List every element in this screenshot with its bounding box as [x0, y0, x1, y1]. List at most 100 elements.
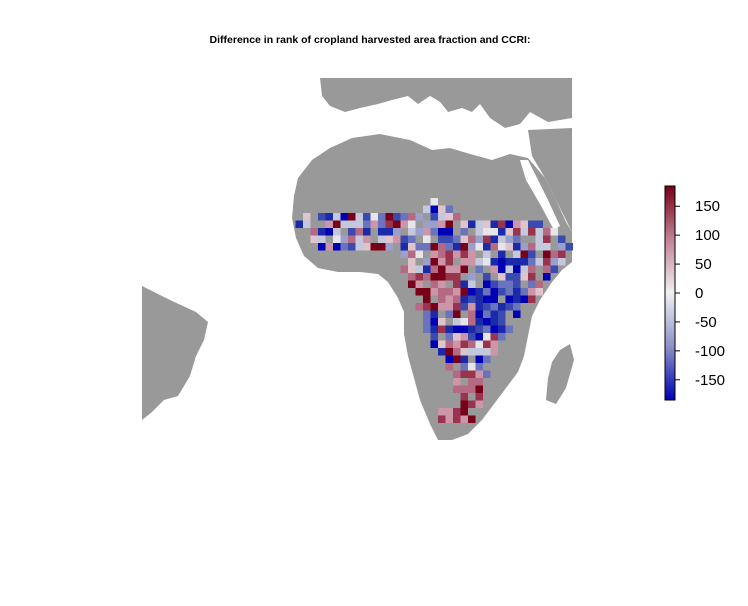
- raster-cell: [460, 408, 468, 416]
- raster-cell: [468, 415, 476, 423]
- raster-cell: [505, 288, 513, 296]
- raster-cell: [415, 228, 423, 236]
- raster-cell: [520, 228, 528, 236]
- raster-cell: [408, 243, 416, 251]
- madagascar-land: [546, 344, 574, 404]
- raster-cell: [438, 228, 446, 236]
- raster-cell: [490, 288, 498, 296]
- legend-tick-label: 0: [695, 285, 703, 302]
- raster-cell: [355, 235, 363, 243]
- raster-cell: [475, 258, 483, 266]
- legend-tick-label: 50: [695, 256, 712, 273]
- raster-cell: [498, 243, 506, 251]
- raster-cell: [513, 258, 521, 266]
- raster-cell: [468, 220, 476, 228]
- raster-cell: [310, 228, 318, 236]
- raster-cell: [475, 288, 483, 296]
- raster-cell: [318, 243, 326, 251]
- raster-cell: [475, 303, 483, 311]
- raster-cell: [468, 378, 476, 386]
- raster-cell: [513, 303, 521, 311]
- raster-cell: [453, 273, 461, 281]
- raster-cell: [498, 333, 506, 341]
- raster-cell: [348, 228, 356, 236]
- raster-cell: [423, 310, 431, 318]
- raster-cell: [475, 318, 483, 326]
- raster-cell: [325, 213, 333, 221]
- raster-cell: [505, 235, 513, 243]
- raster-cell: [468, 400, 476, 408]
- raster-cell: [475, 310, 483, 318]
- raster-cell: [438, 348, 446, 356]
- raster-cell: [483, 355, 491, 363]
- raster-cell: [475, 355, 483, 363]
- raster-cell: [520, 295, 528, 303]
- raster-cell: [430, 205, 438, 213]
- raster-cell: [445, 250, 453, 258]
- raster-cell: [393, 220, 401, 228]
- raster-cell: [430, 303, 438, 311]
- raster-cell: [408, 250, 416, 258]
- raster-cell: [453, 295, 461, 303]
- raster-cell: [415, 265, 423, 273]
- raster-cell: [415, 303, 423, 311]
- raster-cell: [475, 378, 483, 386]
- raster-cell: [430, 243, 438, 251]
- raster-cell: [498, 288, 506, 296]
- raster-cell: [483, 318, 491, 326]
- raster-cell: [460, 355, 468, 363]
- raster-cell: [468, 348, 476, 356]
- raster-cell: [370, 213, 378, 221]
- raster-cell: [453, 243, 461, 251]
- raster-cell: [355, 213, 363, 221]
- raster-cell: [453, 318, 461, 326]
- raster-cell: [483, 333, 491, 341]
- raster-cell: [483, 243, 491, 251]
- raster-cell: [468, 288, 476, 296]
- raster-cell: [430, 250, 438, 258]
- raster-cell: [468, 363, 476, 371]
- raster-cell: [475, 220, 483, 228]
- raster-cell: [535, 243, 543, 251]
- raster-cell: [378, 243, 386, 251]
- raster-cell: [423, 235, 431, 243]
- raster-cell: [460, 220, 468, 228]
- raster-cell: [520, 258, 528, 266]
- raster-cell: [490, 220, 498, 228]
- raster-cell: [498, 235, 506, 243]
- raster-cell: [550, 228, 558, 236]
- raster-cell: [318, 213, 326, 221]
- raster-cell: [490, 265, 498, 273]
- raster-cell: [460, 325, 468, 333]
- raster-cell: [415, 280, 423, 288]
- raster-cell: [415, 213, 423, 221]
- raster-cell: [490, 340, 498, 348]
- raster-cell: [468, 340, 476, 348]
- raster-cell: [333, 243, 341, 251]
- raster-cell: [333, 228, 341, 236]
- raster-cell: [423, 303, 431, 311]
- raster-cell: [505, 258, 513, 266]
- raster-cell: [558, 243, 566, 251]
- raster-cell: [393, 235, 401, 243]
- raster-cell: [468, 235, 476, 243]
- raster-cell: [325, 220, 333, 228]
- raster-cell: [438, 205, 446, 213]
- raster-cell: [460, 400, 468, 408]
- raster-cell: [453, 235, 461, 243]
- raster-cell: [490, 280, 498, 288]
- raster-cell: [475, 265, 483, 273]
- raster-cell: [490, 318, 498, 326]
- raster-cell: [468, 258, 476, 266]
- raster-cell: [423, 205, 431, 213]
- raster-cell: [460, 243, 468, 251]
- raster-cell: [438, 273, 446, 281]
- raster-cell: [393, 228, 401, 236]
- raster-cell: [468, 303, 476, 311]
- raster-cell: [505, 295, 513, 303]
- raster-cell: [498, 318, 506, 326]
- raster-cell: [408, 280, 416, 288]
- raster-cell: [483, 228, 491, 236]
- raster-cell: [483, 303, 491, 311]
- raster-cell: [490, 325, 498, 333]
